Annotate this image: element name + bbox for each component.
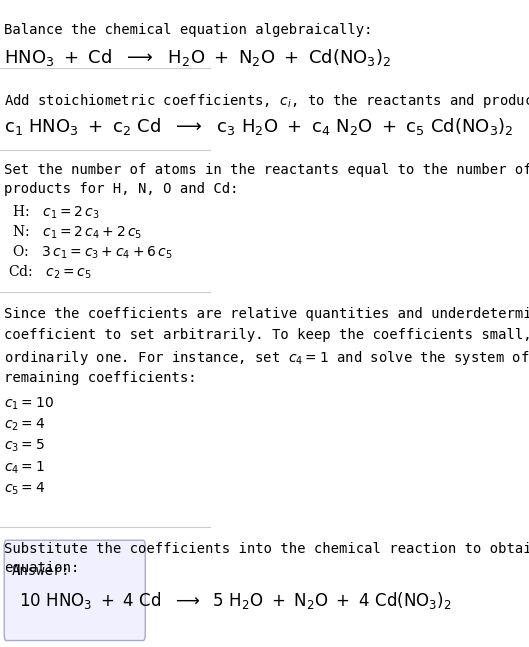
Text: O:   $3\,c_1 = c_3 + c_4 + 6\,c_5$: O: $3\,c_1 = c_3 + c_4 + 6\,c_5$ bbox=[8, 243, 173, 261]
Text: coefficient to set arbitrarily. To keep the coefficients small, the arbitrary va: coefficient to set arbitrarily. To keep … bbox=[4, 328, 529, 342]
Text: N:   $c_1 = 2\,c_4 + 2\,c_5$: N: $c_1 = 2\,c_4 + 2\,c_5$ bbox=[8, 223, 143, 241]
Text: Set the number of atoms in the reactants equal to the number of atoms in the: Set the number of atoms in the reactants… bbox=[4, 163, 529, 177]
Text: H:   $c_1 = 2\,c_3$: H: $c_1 = 2\,c_3$ bbox=[8, 203, 100, 221]
Text: ordinarily one. For instance, set $c_4 = 1$ and solve the system of equations fo: ordinarily one. For instance, set $c_4 =… bbox=[4, 349, 529, 367]
Text: $\mathrm{HNO}_{3}\mathrm{\ +\ Cd\ \ }\longrightarrow\mathrm{\ \ H}_{2}\mathrm{O\: $\mathrm{HNO}_{3}\mathrm{\ +\ Cd\ \ }\lo… bbox=[4, 47, 391, 67]
Text: Answer:: Answer: bbox=[12, 564, 70, 578]
Text: equation:: equation: bbox=[4, 561, 79, 575]
Text: Add stoichiometric coefficients, $c_i$, to the reactants and products:: Add stoichiometric coefficients, $c_i$, … bbox=[4, 92, 529, 110]
Text: remaining coefficients:: remaining coefficients: bbox=[4, 371, 197, 385]
Text: $c_3 = 5$: $c_3 = 5$ bbox=[4, 438, 45, 454]
Text: Since the coefficients are relative quantities and underdetermined, choose a: Since the coefficients are relative quan… bbox=[4, 307, 529, 321]
Text: $c_5 = 4$: $c_5 = 4$ bbox=[4, 481, 45, 497]
Text: $c_4 = 1$: $c_4 = 1$ bbox=[4, 459, 45, 476]
Text: Balance the chemical equation algebraically:: Balance the chemical equation algebraica… bbox=[4, 23, 373, 37]
Text: Substitute the coefficients into the chemical reaction to obtain the balanced: Substitute the coefficients into the che… bbox=[4, 542, 529, 556]
Text: $c_1 = 10$: $c_1 = 10$ bbox=[4, 395, 54, 411]
Text: products for H, N, O and Cd:: products for H, N, O and Cd: bbox=[4, 182, 239, 197]
Text: $\mathrm{10\ HNO}_{3}\mathrm{\ +\ 4\ Cd\ \ }\longrightarrow\mathrm{\ \ 5\ H}_{2}: $\mathrm{10\ HNO}_{3}\mathrm{\ +\ 4\ Cd\… bbox=[19, 590, 452, 611]
Text: Cd:   $c_2 = c_5$: Cd: $c_2 = c_5$ bbox=[8, 263, 92, 281]
Text: $\mathrm{c}_{1}\mathrm{\ HNO}_{3}\mathrm{\ +\ c}_{2}\mathrm{\ Cd\ \ }\longrighta: $\mathrm{c}_{1}\mathrm{\ HNO}_{3}\mathrm… bbox=[4, 116, 514, 137]
FancyBboxPatch shape bbox=[4, 540, 145, 641]
Text: $c_2 = 4$: $c_2 = 4$ bbox=[4, 417, 45, 433]
